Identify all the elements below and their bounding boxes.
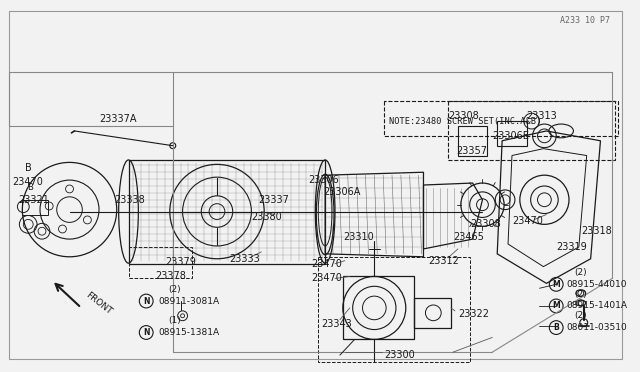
Text: 23300: 23300 [384,350,415,360]
Text: 23337A: 23337A [99,114,136,124]
Text: 08915-44010: 08915-44010 [566,280,627,289]
Text: 23465: 23465 [453,232,484,242]
Text: 23321: 23321 [19,195,49,205]
Text: (2): (2) [574,311,586,320]
Text: (2): (2) [574,290,586,299]
Text: NOTE:23480 SCREW SET(INC.A&B): NOTE:23480 SCREW SET(INC.A&B) [389,116,541,126]
Text: 08011-03510: 08011-03510 [566,323,627,332]
Text: 23470: 23470 [13,177,44,187]
Text: 23337: 23337 [259,195,289,205]
Text: 23322: 23322 [458,309,489,319]
Text: 23470: 23470 [312,273,342,283]
Text: A233 10 P7: A233 10 P7 [560,16,611,25]
Text: 23308: 23308 [448,111,479,121]
Text: 23379: 23379 [165,257,196,267]
Text: 23313: 23313 [527,111,557,121]
Text: 23470: 23470 [512,217,543,227]
Text: (2): (2) [574,268,586,277]
Text: 23319: 23319 [556,242,587,252]
Text: N: N [143,296,150,305]
Text: 23357: 23357 [456,145,487,155]
Text: 23470: 23470 [312,259,342,269]
Text: M: M [552,301,560,311]
Text: 23306A: 23306A [323,187,360,197]
Text: 23306: 23306 [308,175,339,185]
Text: (2): (2) [168,285,180,294]
Text: 23306E: 23306E [492,131,529,141]
Text: 23380: 23380 [252,212,282,222]
Text: B: B [28,183,33,192]
Text: 08915-1401A: 08915-1401A [566,301,627,311]
Text: 08911-3081A: 08911-3081A [158,296,219,305]
Text: 23378: 23378 [155,272,186,282]
Text: FRONT: FRONT [84,290,114,316]
Text: 23343: 23343 [321,319,352,328]
Text: B: B [25,163,32,173]
Text: 23338: 23338 [114,195,145,205]
Text: N: N [143,328,150,337]
Text: M: M [552,280,560,289]
Text: 23318: 23318 [580,226,612,236]
Text: (1): (1) [168,316,180,325]
Text: 23308: 23308 [470,219,501,230]
Text: 23333: 23333 [229,254,260,264]
Text: 23310: 23310 [343,232,374,242]
Text: B: B [554,323,559,332]
Text: 08915-1381A: 08915-1381A [158,328,219,337]
Text: 23312: 23312 [428,256,460,266]
